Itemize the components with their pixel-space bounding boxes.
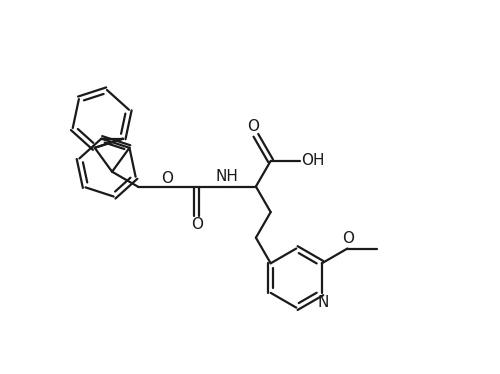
Text: O: O — [191, 217, 203, 232]
Text: O: O — [161, 171, 173, 186]
Text: NH: NH — [216, 169, 238, 184]
Text: O: O — [342, 231, 354, 246]
Text: N: N — [317, 295, 328, 310]
Text: O: O — [248, 119, 260, 134]
Text: OH: OH — [301, 153, 324, 168]
